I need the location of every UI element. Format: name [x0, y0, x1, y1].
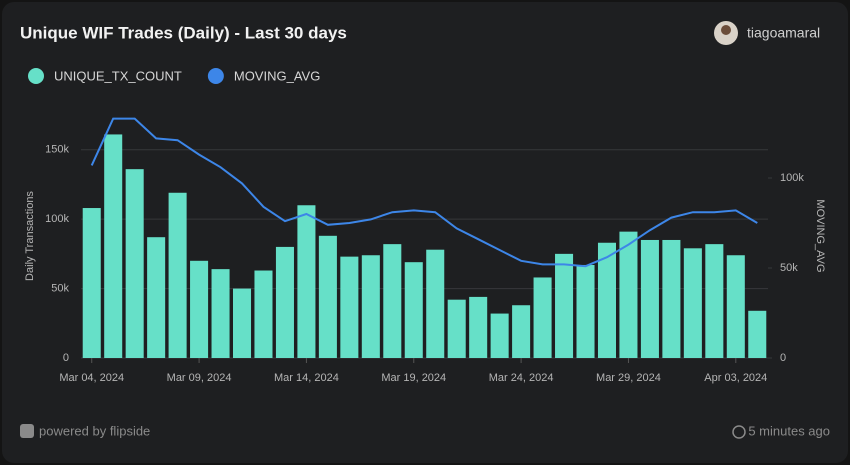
bar — [340, 256, 359, 358]
line — [90, 117, 758, 268]
bar — [662, 239, 681, 358]
clock-icon — [732, 425, 746, 439]
footer-updated: 5 minutes ago — [748, 423, 830, 438]
bar — [447, 299, 466, 358]
bar — [490, 313, 509, 358]
bar — [168, 192, 187, 358]
x-tick-label: Mar 29, 2024 — [596, 372, 661, 384]
y-tick-label: 50k — [51, 282, 69, 294]
bar — [232, 288, 252, 358]
bar — [104, 134, 123, 358]
legend-label: MOVING_AVG — [234, 68, 320, 83]
bar — [576, 264, 595, 358]
y2-axis-label: MOVING_AVG — [814, 199, 826, 272]
bar — [254, 270, 273, 358]
y2-tick-label: 0 — [780, 352, 786, 364]
bar — [555, 253, 574, 358]
bar — [748, 310, 767, 358]
bar — [211, 269, 230, 358]
avatar-face — [721, 25, 731, 35]
bar — [683, 248, 702, 358]
bar — [404, 262, 423, 358]
bar — [469, 296, 488, 358]
bar — [619, 231, 638, 358]
x-tick-label: Mar 14, 2024 — [274, 372, 339, 384]
bar — [512, 305, 531, 358]
bar — [297, 205, 316, 358]
bar — [147, 237, 166, 358]
legend-label: UNIQUE_TX_COUNT — [54, 68, 182, 83]
bar — [640, 239, 659, 358]
bar — [426, 249, 445, 358]
bar — [726, 255, 745, 358]
bar — [597, 242, 617, 358]
bar — [275, 246, 294, 358]
x-tick-label: Mar 24, 2024 — [489, 372, 554, 384]
bar — [82, 208, 101, 358]
bar — [318, 235, 337, 358]
bar — [361, 255, 380, 358]
y2-tick-label: 50k — [780, 262, 798, 274]
bar — [383, 244, 402, 358]
footer-brand[interactable]: powered by flipside — [39, 423, 150, 438]
title: Unique WIF Trades (Daily) - Last 30 days — [20, 23, 347, 42]
y-axis-label: Daily Transactions — [24, 191, 36, 281]
y-tick-label: 150k — [45, 144, 69, 156]
bar — [125, 169, 144, 358]
bar — [533, 277, 552, 358]
x-tick-label: Mar 09, 2024 — [167, 372, 232, 384]
brand-icon — [20, 424, 34, 438]
bar — [190, 260, 209, 358]
user-name[interactable]: tiagoamaral — [747, 25, 820, 41]
x-tick-label: Mar 04, 2024 — [59, 372, 124, 384]
x-tick-label: Mar 19, 2024 — [381, 372, 446, 384]
legend-swatch — [28, 68, 44, 84]
x-tick-label: Apr 03, 2024 — [704, 372, 767, 384]
y2-tick-label: 100k — [780, 172, 804, 184]
legend-swatch — [207, 68, 224, 84]
y-tick-label: 100k — [45, 213, 69, 225]
y-tick-label: 0 — [63, 352, 69, 364]
bar — [705, 244, 724, 358]
